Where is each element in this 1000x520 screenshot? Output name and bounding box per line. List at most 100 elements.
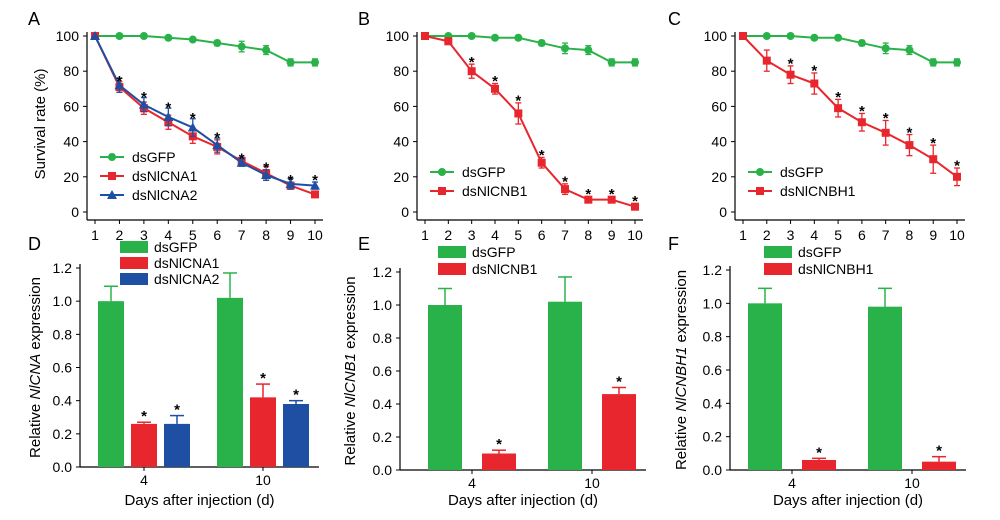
series-dsnlcnbh1 xyxy=(739,32,961,187)
x-tick-label: 7 xyxy=(561,227,569,243)
data-point xyxy=(467,67,476,76)
x-tick-label: 5 xyxy=(834,227,842,243)
y-tick-label: 0.6 xyxy=(373,363,393,379)
legend-label: dsNlCNA1 xyxy=(154,255,220,271)
data-point xyxy=(237,42,246,51)
series-line xyxy=(424,35,636,208)
x-tick-label: 9 xyxy=(287,227,295,243)
significance-star: * xyxy=(632,193,638,210)
data-point xyxy=(114,80,125,90)
x-tick-label: 2 xyxy=(763,227,771,243)
significance-star: * xyxy=(585,186,591,203)
y-tick-label: 0.0 xyxy=(373,462,393,478)
x-tick-label: 8 xyxy=(262,227,270,243)
bar xyxy=(482,453,516,470)
legend-label: dsNlCNA1 xyxy=(132,168,198,184)
y-tick-label: 40 xyxy=(711,134,727,150)
bar xyxy=(868,306,902,470)
x-tick-label: 10 xyxy=(255,472,271,488)
series-dsgfp xyxy=(739,32,961,67)
legend-marker xyxy=(756,187,764,195)
legend-marker xyxy=(108,172,116,180)
significance-star: * xyxy=(141,89,147,106)
y-tick-label: 60 xyxy=(711,98,727,114)
legend-swatch xyxy=(120,241,148,253)
x-tick-label: 4 xyxy=(788,475,796,491)
panel-letter: C xyxy=(668,9,681,29)
data-point xyxy=(810,33,819,42)
significance-star: * xyxy=(288,172,294,189)
y-tick-label: 1.0 xyxy=(703,295,723,311)
data-point xyxy=(762,56,771,65)
data-point xyxy=(537,39,546,48)
y-tick-label: 1.0 xyxy=(373,297,393,313)
significance-star: * xyxy=(492,73,498,90)
x-tick-label: 2 xyxy=(444,227,452,243)
significance-star: * xyxy=(293,387,299,404)
y-tick-label: 0.2 xyxy=(373,429,393,445)
significance-star: * xyxy=(174,402,180,419)
x-tick-label: 6 xyxy=(858,227,866,243)
x-tick-label: 4 xyxy=(140,472,148,488)
x-tick-label: 4 xyxy=(164,227,172,243)
y-tick-label: 20 xyxy=(393,169,409,185)
y-tick-label: 0.4 xyxy=(53,393,73,409)
y-tick-label: 0 xyxy=(401,204,409,220)
y-tick-label: 0 xyxy=(71,204,79,220)
data-point xyxy=(163,111,174,121)
data-point xyxy=(631,202,639,211)
significance-star: * xyxy=(816,444,822,461)
y-axis-label-gene: NlCNBH1 xyxy=(673,347,690,412)
x-tick-label: 9 xyxy=(608,227,616,243)
data-point xyxy=(739,32,747,40)
x-axis-label: Days after injection (d) xyxy=(773,492,923,509)
legend-label: dsGFP xyxy=(780,164,824,180)
series-dsnlcnb1: ** xyxy=(482,374,636,470)
x-tick-label: 7 xyxy=(238,227,246,243)
panel-a: A 0 20 40 60 80 100 1 2 3 4 5 6 7 8 9 10 Survival rate (%… xyxy=(28,9,323,243)
series-dsnlcnb1 xyxy=(421,32,639,211)
data-point xyxy=(164,33,173,42)
data-point xyxy=(311,190,319,199)
x-tick-label: 9 xyxy=(929,227,937,243)
y-axis-label-gene: NlCNA xyxy=(27,354,44,400)
data-point xyxy=(607,58,616,67)
significance-star: * xyxy=(788,56,794,73)
bar xyxy=(428,305,462,470)
series-dsnlcnbh1: * * xyxy=(802,443,956,470)
x-tick-label: 10 xyxy=(949,227,965,243)
series-dsgfp xyxy=(428,276,582,470)
bar xyxy=(250,397,276,467)
data-point xyxy=(584,46,593,55)
data-point xyxy=(810,79,819,88)
significance-star: * xyxy=(239,151,245,168)
series-line xyxy=(425,35,635,64)
data-point xyxy=(929,58,938,67)
x-tick-label: 3 xyxy=(140,227,148,243)
y-axis-label-prefix: Relative xyxy=(27,400,44,458)
significance-star: * xyxy=(469,54,475,71)
panel-c: C 0 20 40 60 80 100 1 2 3 4 5 6 7 8 9 10 dsGFP dsNlCNBH1 * *… xyxy=(668,9,965,243)
y-tick-label: 0 xyxy=(719,204,727,220)
data-point xyxy=(285,178,296,188)
significance-star: * xyxy=(214,130,220,147)
data-point xyxy=(491,84,499,93)
x-tick-label: 1 xyxy=(91,227,99,243)
data-point xyxy=(762,32,771,40)
y-axis-label-suffix: expression xyxy=(342,276,359,353)
data-point xyxy=(139,32,148,40)
significance-star: * xyxy=(117,73,123,90)
data-point xyxy=(786,70,795,79)
x-tick-label: 10 xyxy=(584,475,600,491)
x-tick-label: 3 xyxy=(468,227,476,243)
y-tick-label: 0.6 xyxy=(53,360,73,376)
data-point xyxy=(607,195,616,204)
x-tick-label: 4 xyxy=(491,227,499,243)
bar xyxy=(283,403,309,467)
series-line xyxy=(742,35,958,178)
panel-letter: B xyxy=(358,9,370,29)
x-axis-label: Days after injection (d) xyxy=(448,492,598,509)
legend-label: dsNlCNBH1 xyxy=(780,183,856,199)
series-dsgfp xyxy=(748,287,902,470)
legend-swatch xyxy=(438,246,466,258)
